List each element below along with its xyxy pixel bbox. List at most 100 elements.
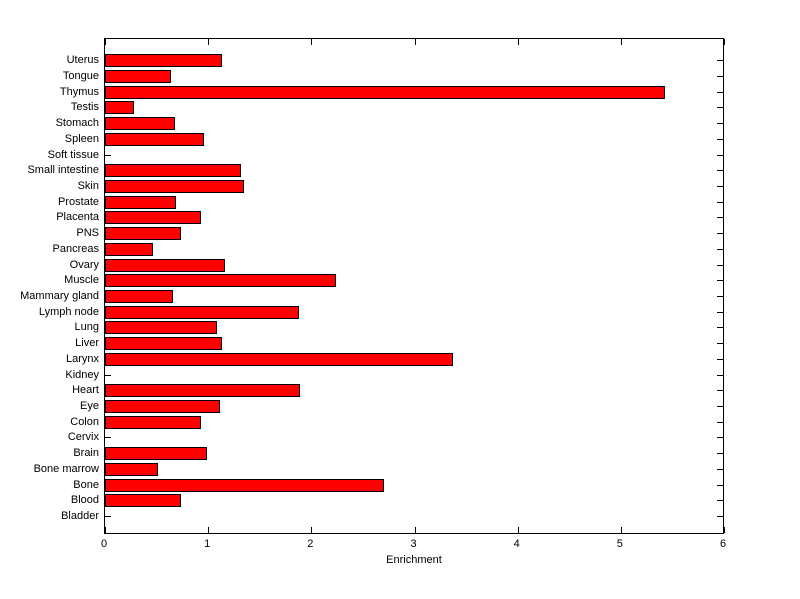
y-tick-left — [105, 516, 111, 517]
y-tick-right — [717, 76, 723, 77]
bar-lung — [105, 321, 217, 334]
y-tick-left — [105, 375, 111, 376]
category-label-bladder: Bladder — [61, 510, 99, 522]
y-tick-right — [717, 123, 723, 124]
category-label-cervix: Cervix — [67, 431, 99, 443]
x-tick-bottom — [105, 527, 106, 533]
category-label-placenta: Placenta — [56, 211, 99, 223]
category-label-spleen: Spleen — [64, 133, 99, 145]
y-tick-right — [717, 485, 723, 486]
category-label-eye: Eye — [80, 400, 99, 412]
bar-eye — [105, 400, 220, 413]
y-tick-right — [717, 170, 723, 171]
bar-stomach — [105, 117, 175, 130]
bar-placenta — [105, 211, 201, 224]
y-tick-right — [717, 359, 723, 360]
category-label-mammary-gland: Mammary gland — [20, 290, 99, 302]
y-tick-right — [717, 312, 723, 313]
category-label-tongue: Tongue — [62, 70, 99, 82]
x-tick-bottom — [208, 527, 209, 533]
bar-muscle — [105, 274, 336, 287]
bar-bone-marrow — [105, 463, 158, 476]
x-tick-top — [105, 39, 106, 45]
category-label-testis: Testis — [70, 101, 99, 113]
category-label-pns: PNS — [76, 227, 99, 239]
x-axis-label: Enrichment — [386, 554, 442, 566]
category-label-liver: Liver — [75, 337, 99, 349]
y-tick-right — [717, 233, 723, 234]
bar-small-intestine — [105, 164, 241, 177]
y-tick-right — [717, 453, 723, 454]
bar-mammary-gland — [105, 290, 173, 303]
bar-thymus — [105, 86, 665, 99]
x-tick-label: 5 — [616, 538, 623, 550]
x-tick-label: 3 — [410, 538, 417, 550]
category-label-prostate: Prostate — [58, 196, 99, 208]
x-tick-label: 1 — [204, 538, 211, 550]
bar-pancreas — [105, 243, 153, 256]
category-label-muscle: Muscle — [64, 274, 99, 286]
category-label-ovary: Ovary — [69, 259, 99, 271]
y-tick-right — [717, 155, 723, 156]
x-tick-bottom — [415, 527, 416, 533]
y-tick-right — [717, 437, 723, 438]
category-label-uterus: Uterus — [66, 54, 99, 66]
category-label-blood: Blood — [70, 494, 99, 506]
plot-area — [104, 38, 725, 534]
x-tick-top — [311, 39, 312, 45]
bar-liver — [105, 337, 222, 350]
bar-spleen — [105, 133, 204, 146]
bar-colon — [105, 416, 201, 429]
y-tick-right — [717, 327, 723, 328]
x-tick-bottom — [724, 527, 725, 533]
y-tick-right — [717, 92, 723, 93]
x-tick-bottom — [621, 527, 622, 533]
y-tick-right — [717, 249, 723, 250]
y-tick-right — [717, 422, 723, 423]
y-tick-left — [105, 155, 111, 156]
x-tick-top — [724, 39, 725, 45]
category-label-colon: Colon — [70, 416, 99, 428]
y-tick-right — [717, 139, 723, 140]
y-tick-left — [105, 437, 111, 438]
category-label-kidney: Kidney — [65, 369, 99, 381]
bar-ovary — [105, 259, 225, 272]
bar-tongue — [105, 70, 171, 83]
x-tick-label: 4 — [513, 538, 520, 550]
y-tick-right — [717, 186, 723, 187]
bar-blood — [105, 494, 181, 507]
x-tick-top — [208, 39, 209, 45]
category-label-thymus: Thymus — [59, 86, 99, 98]
bar-heart — [105, 384, 300, 397]
y-tick-right — [717, 375, 723, 376]
category-label-skin: Skin — [77, 180, 99, 192]
category-label-larynx: Larynx — [65, 353, 99, 365]
x-tick-bottom — [311, 527, 312, 533]
category-label-bone-marrow: Bone marrow — [33, 463, 99, 475]
y-tick-right — [717, 406, 723, 407]
x-tick-bottom — [518, 527, 519, 533]
category-label-bone: Bone — [73, 479, 99, 491]
x-tick-label: 2 — [307, 538, 314, 550]
y-tick-right — [717, 296, 723, 297]
bar-uterus — [105, 54, 222, 67]
bar-lymph-node — [105, 306, 299, 319]
y-tick-right — [717, 217, 723, 218]
y-tick-right — [717, 60, 723, 61]
bar-larynx — [105, 353, 453, 366]
x-tick-top — [518, 39, 519, 45]
x-tick-label: 0 — [100, 538, 108, 550]
category-label-lung: Lung — [74, 321, 99, 333]
category-label-heart: Heart — [72, 384, 99, 396]
x-tick-top — [415, 39, 416, 45]
y-tick-right — [717, 202, 723, 203]
bar-brain — [105, 447, 207, 460]
y-tick-right — [717, 280, 723, 281]
y-tick-right — [717, 516, 723, 517]
y-tick-right — [717, 500, 723, 501]
y-tick-right — [717, 469, 723, 470]
y-tick-right — [717, 107, 723, 108]
category-label-soft-tissue: Soft tissue — [47, 149, 99, 161]
bar-prostate — [105, 196, 176, 209]
